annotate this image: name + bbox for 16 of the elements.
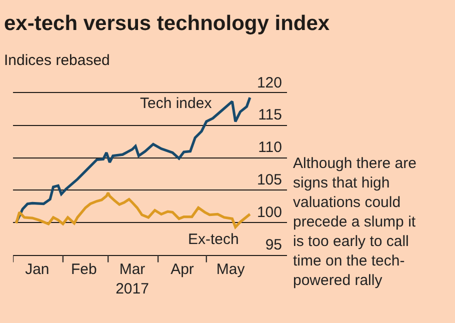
x-tick-label: Apr: [170, 261, 194, 278]
text: Although there are signs that high valuations could precede a slump it is too early to call time on the tech-powered rally: [293, 155, 416, 289]
y-tick-label: 120: [256, 74, 282, 92]
x-tick-label: May: [216, 261, 246, 278]
series-label: Tech index: [140, 95, 212, 112]
series-label: Ex-tech: [188, 231, 239, 248]
x-tick-label: Jan: [25, 261, 50, 278]
x-tick-label: Feb: [70, 261, 97, 278]
y-tick-label: 105: [256, 171, 282, 188]
y-tick-label: 110: [258, 139, 282, 156]
x-tick-label: Mar 2017: [116, 261, 149, 298]
chart-subtitle: Indices rebased: [4, 52, 110, 69]
chart-title: ex-tech versus technology index: [4, 12, 330, 35]
y-tick-label: 95: [265, 236, 282, 254]
y-tick-label: 115: [258, 106, 282, 124]
y-tick-label: 100: [256, 204, 282, 221]
